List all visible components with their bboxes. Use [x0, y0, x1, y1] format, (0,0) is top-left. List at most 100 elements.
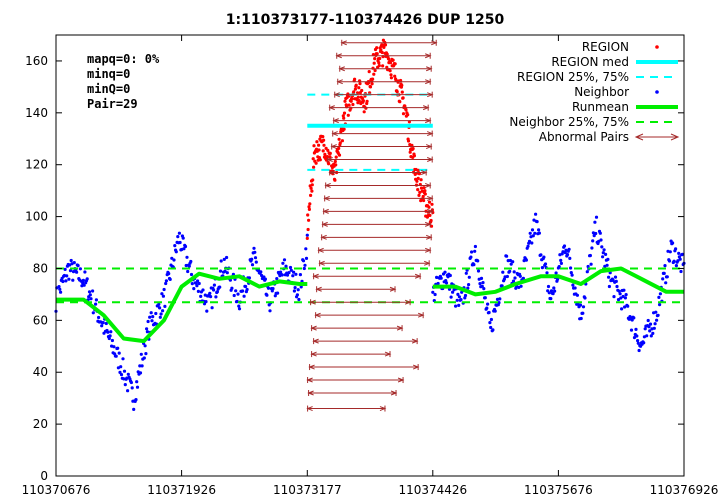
neighbor-point — [119, 373, 124, 377]
pair-arrowhead — [314, 312, 321, 318]
neighbor-point — [535, 220, 539, 224]
neighbor-point — [161, 294, 165, 298]
region-point — [372, 72, 376, 76]
region-point — [310, 183, 314, 187]
region-point — [307, 207, 311, 211]
neighbor-points — [54, 212, 686, 411]
neighbor-point — [512, 270, 516, 274]
neighbor-point — [205, 309, 209, 313]
pair-arrowhead — [328, 170, 335, 175]
neighbor-point — [648, 322, 653, 326]
neighbor-point — [297, 297, 301, 302]
y-tick-label: 20 — [33, 417, 48, 431]
region-point — [416, 176, 420, 180]
abnormal-pair — [340, 39, 438, 46]
neighbor-point — [189, 272, 194, 277]
neighbor-point — [140, 364, 144, 368]
neighbor-point — [479, 276, 484, 280]
neighbor-point — [473, 244, 477, 249]
neighbor-point — [449, 295, 453, 299]
region-point — [309, 186, 313, 190]
neighbor-point — [567, 247, 571, 251]
region-point — [342, 116, 346, 120]
neighbor-point — [509, 262, 513, 266]
neighbor-point — [244, 284, 248, 289]
region-point — [351, 102, 355, 107]
pair-arrowhead — [425, 118, 432, 124]
neighbor-point — [511, 260, 515, 264]
region-point — [398, 100, 402, 104]
pair-arrowhead — [331, 131, 338, 137]
neighbor-point — [613, 275, 618, 279]
region-point — [364, 106, 368, 110]
region-point — [370, 82, 374, 86]
neighbor-point — [661, 277, 665, 281]
legend-item: REGION med — [551, 55, 678, 69]
region-point — [342, 127, 346, 131]
neighbor-point — [63, 267, 67, 271]
region-point — [322, 143, 326, 147]
neighbor-point — [616, 298, 621, 302]
pair-arrowhead — [326, 157, 333, 162]
neighbor-point — [521, 276, 526, 280]
neighbor-point — [569, 266, 573, 270]
neighbor-point — [665, 275, 669, 279]
neighbor-point — [130, 386, 134, 390]
neighbor-point — [135, 385, 140, 389]
region-point — [415, 179, 419, 183]
neighbor-point — [151, 315, 155, 319]
pair-arrowhead — [411, 338, 419, 344]
neighbor-point — [183, 244, 188, 249]
x-tick-label: 110376926 — [650, 483, 719, 497]
abnormal-pairs — [306, 39, 438, 412]
neighbor-point — [218, 285, 222, 289]
neighbor-point — [242, 294, 246, 298]
neighbor-point — [591, 239, 595, 243]
region-point — [381, 64, 385, 68]
neighbor-point — [75, 270, 79, 274]
neighbor-point — [678, 257, 682, 261]
region-point — [338, 141, 342, 145]
neighbor-point — [296, 288, 300, 292]
pair-arrowhead — [412, 364, 420, 370]
region-point — [373, 57, 377, 61]
neighbor-point — [674, 247, 678, 251]
abnormal-pair — [310, 351, 392, 358]
neighbor-point — [218, 269, 223, 273]
region-point — [393, 74, 397, 78]
neighbor-point — [533, 231, 537, 235]
neighbor-point — [97, 315, 101, 320]
neighbor-point — [552, 286, 556, 290]
neighbor-point — [629, 328, 634, 332]
neighbor-point — [121, 357, 125, 361]
region-point — [429, 224, 434, 228]
region-point — [358, 82, 362, 86]
region-point — [417, 193, 421, 197]
abnormal-pair — [321, 221, 432, 228]
neighbor-point — [481, 281, 485, 285]
neighbor-point — [222, 257, 226, 261]
neighbor-point — [68, 269, 73, 273]
neighbor-point — [196, 289, 200, 293]
neighbor-point — [109, 330, 113, 334]
region-point — [372, 61, 376, 65]
pair-arrowhead — [425, 79, 432, 85]
neighbor-point — [542, 255, 546, 259]
neighbor-point — [139, 352, 143, 356]
pair-arrowhead — [390, 390, 398, 396]
region-point — [375, 52, 379, 56]
region-point — [321, 135, 325, 139]
pair-arrowhead — [423, 260, 431, 266]
neighbor-point — [160, 292, 164, 296]
neighbor-point — [107, 336, 111, 341]
neighbor-point — [259, 270, 263, 274]
neighbor-point — [632, 336, 637, 340]
neighbor-point — [174, 250, 178, 254]
neighbor-point — [604, 252, 608, 256]
neighbor-point — [108, 334, 112, 338]
region-point — [411, 147, 415, 151]
region-point — [306, 213, 310, 217]
neighbor-point — [656, 313, 660, 317]
region-point — [307, 218, 311, 222]
neighbor-point — [556, 277, 560, 281]
